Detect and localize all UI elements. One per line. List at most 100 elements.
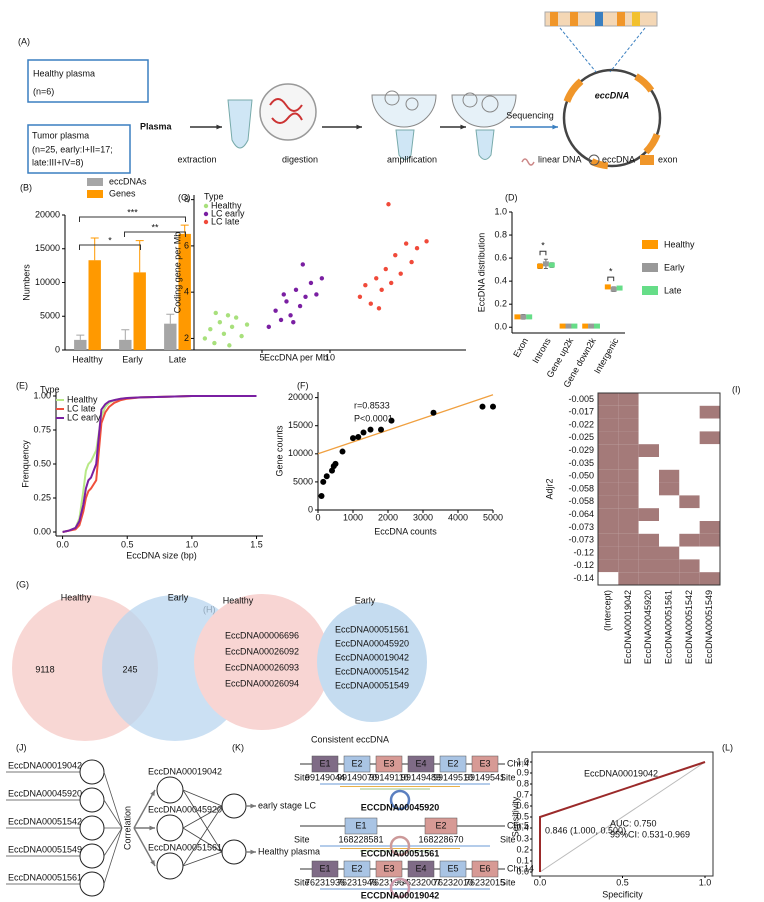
heat-cell: [659, 405, 680, 419]
heat-cell: [598, 546, 619, 560]
legend-label: Healthy: [211, 200, 242, 210]
exon: [344, 817, 378, 835]
eccdna-name: ECCDNA00045920: [361, 802, 440, 812]
y-tick-label: 20000: [35, 209, 60, 219]
heat-cell: [679, 572, 700, 585]
heat-cell: [679, 521, 700, 534]
label: linear DNA: [538, 154, 582, 164]
legend-swatch: [642, 286, 658, 295]
heat-cell: [699, 469, 720, 483]
selected-label: EccDNA00051561: [148, 842, 222, 852]
exon-arc: [634, 73, 655, 93]
bar: [74, 339, 87, 350]
heat-cell: [598, 495, 619, 509]
axis-label: Correlation: [122, 806, 132, 850]
node: [221, 793, 247, 819]
point: [213, 310, 218, 316]
arrow-head: [149, 825, 155, 831]
y-tick-label: -0.12: [573, 547, 594, 557]
heat-cell: [699, 482, 720, 496]
exon-label: E2: [447, 758, 458, 768]
point: [266, 324, 271, 330]
point: [386, 202, 391, 207]
y-tick-label: 6: [184, 240, 189, 250]
point: [388, 417, 395, 424]
item: EccDNA00045920: [335, 638, 409, 648]
point: [212, 340, 217, 346]
heat-cell: [638, 495, 659, 509]
heat-cell: [659, 482, 680, 496]
exon-label: E4: [415, 863, 426, 873]
heat-cell: [659, 508, 680, 521]
panel-label: (G): [16, 579, 29, 589]
droplet: [462, 92, 478, 108]
point: [479, 403, 486, 410]
roc-title: EccDNA00019042: [584, 768, 658, 778]
heat-cell: [679, 457, 700, 470]
heat-cell: [638, 393, 659, 406]
annotation: r=0.8533: [354, 400, 390, 410]
point: [363, 283, 368, 288]
dot: [565, 323, 572, 329]
y-tick-label: -0.005: [568, 394, 594, 404]
exon-position: 76232015: [465, 877, 505, 887]
eccdna-name: ECCDNA00051561: [361, 848, 440, 858]
panel-label: (E): [16, 380, 28, 390]
y-tick-label: 10000: [288, 448, 313, 458]
venn-circle: [194, 594, 330, 730]
heat-cell: [598, 508, 619, 521]
band: [632, 12, 640, 26]
y-tick-label: -0.025: [568, 432, 594, 442]
item: EccDNA00026094: [225, 678, 299, 688]
exon-arc: [643, 133, 661, 155]
heat-cell: [659, 469, 680, 483]
y-tick-label: 0.6: [516, 800, 529, 810]
outcome-label: Healthy plasma: [258, 846, 320, 856]
dot: [571, 323, 578, 329]
label: amplification: [387, 154, 437, 164]
item: EccDNA00051561: [335, 624, 409, 634]
heat-cell: [638, 418, 659, 432]
input-label: EccDNA00051549: [8, 844, 82, 854]
heat-cell: [679, 559, 700, 573]
label: Plasma: [140, 121, 173, 131]
point: [339, 448, 346, 455]
heat-cell: [699, 444, 720, 457]
point: [284, 299, 289, 304]
axis-label: Numbers: [21, 264, 31, 301]
heat-cell: [618, 572, 639, 585]
dot: [514, 314, 521, 320]
point: [398, 271, 403, 276]
site-label: Site: [294, 834, 310, 844]
heat-cell: [659, 533, 680, 547]
ring: [389, 835, 411, 857]
y-tick-label: 5000: [293, 476, 313, 486]
point: [355, 433, 362, 440]
exon: [471, 755, 499, 773]
legend-swatch: [87, 190, 103, 198]
y-tick-label: 0.0: [494, 322, 507, 332]
bar: [88, 260, 101, 350]
connector: [182, 789, 223, 807]
significance-label: *: [609, 267, 613, 277]
node: [79, 787, 105, 813]
heat-cell: [659, 546, 680, 560]
site-label: Site: [500, 877, 516, 887]
exon: [407, 860, 435, 878]
legend-swatch: [87, 178, 103, 186]
heat-cell: [699, 431, 720, 445]
point: [233, 315, 239, 320]
y-tick-label: -0.073: [568, 522, 594, 532]
legend-ring: [588, 154, 600, 166]
x-tick-label: 0.0: [534, 877, 547, 887]
y-tick-label: 0.6: [494, 252, 507, 262]
heat-cell: [699, 508, 720, 521]
exon-position: 99149110: [369, 772, 408, 782]
exon-label: E2: [351, 863, 362, 873]
y-tick-label: 0: [308, 504, 313, 514]
point: [314, 292, 319, 297]
heat-cell: [618, 546, 639, 560]
x-tick-label: EccDNA00051549: [704, 590, 714, 664]
legend-swatch: [642, 240, 658, 249]
heat-cell: [699, 521, 720, 534]
